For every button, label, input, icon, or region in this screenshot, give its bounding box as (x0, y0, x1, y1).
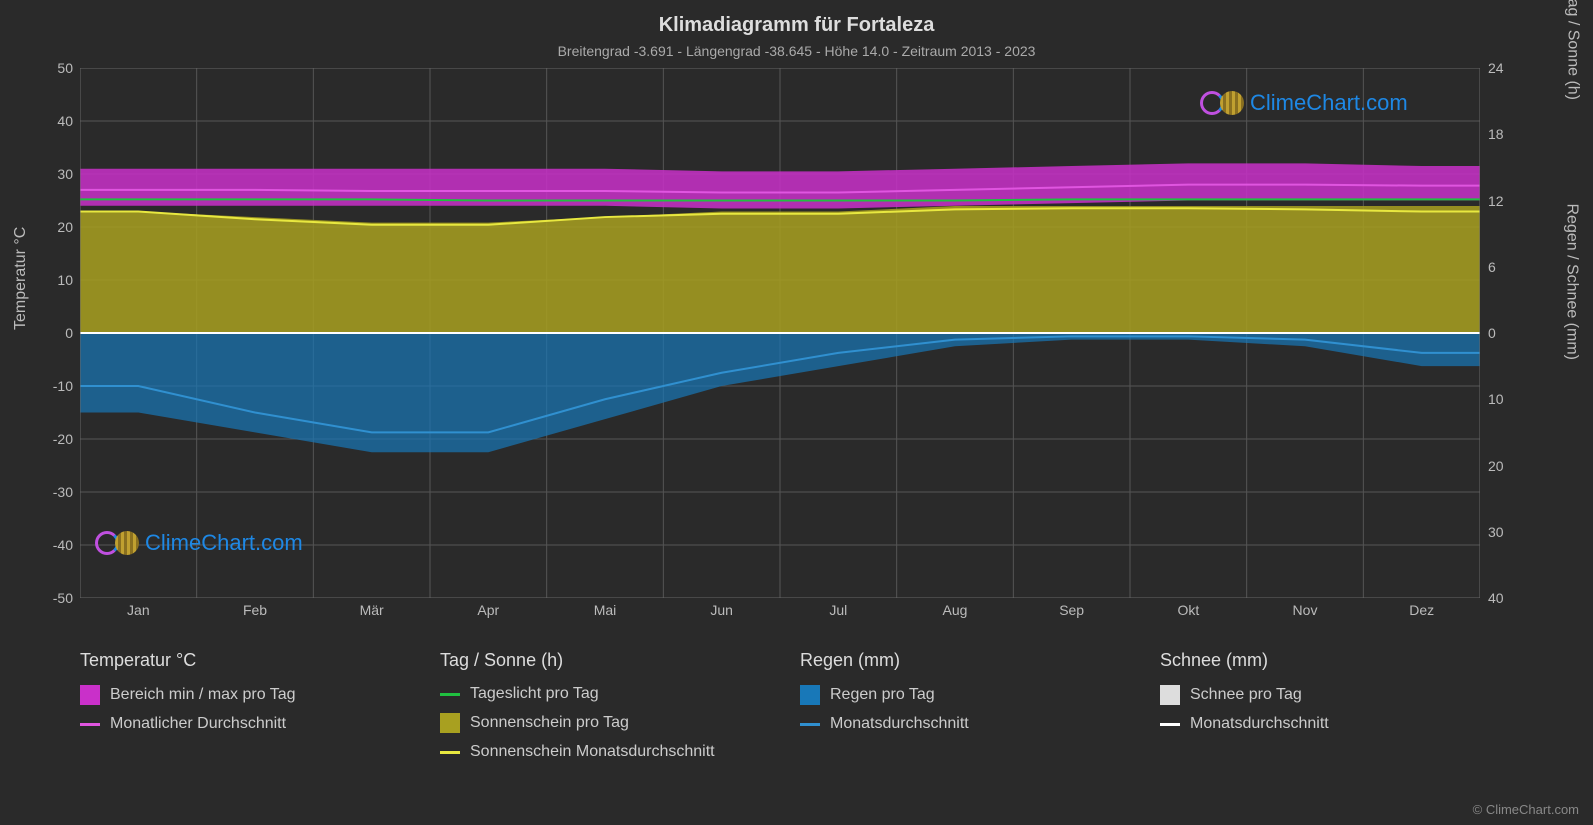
legend-label: Monatsdurchschnitt (1190, 715, 1329, 733)
legend-header: Temperatur °C (80, 650, 400, 671)
watermark: ClimeChart.com (1200, 90, 1408, 116)
legend-swatch (80, 685, 100, 705)
legend-swatch (440, 713, 460, 733)
y-right-top-tick: 6 (1488, 259, 1538, 275)
legend-label: Regen pro Tag (830, 686, 935, 704)
y-left-tick: -20 (23, 431, 73, 447)
copyright-text: © ClimeChart.com (1473, 802, 1579, 817)
logo-sun-icon (1220, 91, 1244, 115)
watermark-text: ClimeChart.com (1250, 90, 1408, 116)
y-left-tick: 30 (23, 166, 73, 182)
legend-swatch-line (1160, 723, 1180, 726)
x-tick: Nov (1275, 602, 1335, 618)
legend-label: Tageslicht pro Tag (470, 685, 599, 703)
x-tick: Sep (1042, 602, 1102, 618)
legend-item: Monatsdurchschnitt (800, 715, 1120, 733)
legend-column: Tag / Sonne (h) Tageslicht pro Tag Sonnens… (440, 650, 760, 771)
legend-column: Regen (mm) Regen pro Tag Monatsdurchschnit… (800, 650, 1120, 771)
legend-header: Regen (mm) (800, 650, 1120, 671)
logo-sun-icon (115, 531, 139, 555)
legend-item: Monatsdurchschnitt (1160, 715, 1480, 733)
legend-item: Sonnenschein pro Tag (440, 713, 760, 733)
legend-item: Sonnenschein Monatsdurchschnitt (440, 743, 760, 761)
legend-header: Schnee (mm) (1160, 650, 1480, 671)
y-left-tick: 20 (23, 219, 73, 235)
legend-swatch-line (440, 693, 460, 696)
legend-item: Tageslicht pro Tag (440, 685, 760, 703)
legend-column: Schnee (mm) Schnee pro Tag Monatsdurchschn… (1160, 650, 1480, 771)
y-left-tick: -30 (23, 484, 73, 500)
x-tick: Feb (225, 602, 285, 618)
x-tick: Jun (692, 602, 752, 618)
y-left-tick: -40 (23, 537, 73, 553)
legend-swatch (800, 685, 820, 705)
legend-swatch-line (440, 751, 460, 754)
legend-item: Bereich min / max pro Tag (80, 685, 400, 705)
x-tick: Mai (575, 602, 635, 618)
legend-item: Monatlicher Durchschnitt (80, 715, 400, 733)
y-right-top-tick: 24 (1488, 60, 1538, 76)
y-left-tick: 40 (23, 113, 73, 129)
y-left-tick: 10 (23, 272, 73, 288)
legend-item: Regen pro Tag (800, 685, 1120, 705)
y-left-tick: -10 (23, 378, 73, 394)
x-tick: Apr (458, 602, 518, 618)
y-left-tick: -50 (23, 590, 73, 606)
legend-label: Monatsdurchschnitt (830, 715, 969, 733)
legend-label: Bereich min / max pro Tag (110, 686, 296, 704)
legend-label: Schnee pro Tag (1190, 686, 1302, 704)
legend-label: Monatlicher Durchschnitt (110, 715, 286, 733)
legend-swatch (1160, 685, 1180, 705)
legend-swatch-line (800, 723, 820, 726)
y-right-top-tick: 12 (1488, 193, 1538, 209)
y-right-bottom-tick: 30 (1488, 524, 1538, 540)
x-tick: Okt (1158, 602, 1218, 618)
x-tick: Jan (108, 602, 168, 618)
y-right-bottom-tick: 40 (1488, 590, 1538, 606)
x-tick: Dez (1392, 602, 1452, 618)
watermark: ClimeChart.com (95, 530, 303, 556)
chart-subtitle: Breitengrad -3.691 - Längengrad -38.645 … (0, 37, 1593, 59)
legend-swatch-line (80, 723, 100, 726)
legend-header: Tag / Sonne (h) (440, 650, 760, 671)
legend-label: Sonnenschein pro Tag (470, 714, 629, 732)
chart-title: Klimadiagramm für Fortaleza (0, 0, 1593, 37)
legend-column: Temperatur °C Bereich min / max pro Tag Mo… (80, 650, 400, 771)
x-tick: Jul (808, 602, 868, 618)
x-tick: Aug (925, 602, 985, 618)
y-right-bottom-tick: 10 (1488, 391, 1538, 407)
x-tick: Mär (342, 602, 402, 618)
y-right-bottom-axis-label: Regen / Schnee (mm) (1563, 203, 1581, 360)
y-right-top-tick: 0 (1488, 325, 1538, 341)
y-left-tick: 0 (23, 325, 73, 341)
y-right-top-axis-label: Tag / Sonne (h) (1563, 0, 1581, 100)
watermark-text: ClimeChart.com (145, 530, 303, 556)
y-right-top-tick: 18 (1488, 126, 1538, 142)
y-right-bottom-tick: 20 (1488, 458, 1538, 474)
legend: Temperatur °C Bereich min / max pro Tag Mo… (80, 650, 1480, 771)
plot-area (80, 68, 1480, 598)
legend-item: Schnee pro Tag (1160, 685, 1480, 705)
legend-label: Sonnenschein Monatsdurchschnitt (470, 743, 715, 761)
y-left-tick: 50 (23, 60, 73, 76)
